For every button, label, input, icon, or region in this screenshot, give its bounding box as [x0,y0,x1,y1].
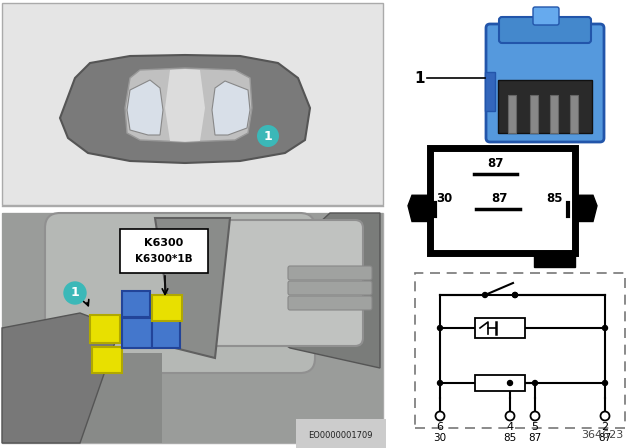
Polygon shape [155,218,230,358]
Circle shape [602,326,607,331]
Circle shape [438,326,442,331]
Text: 87: 87 [487,157,504,170]
Bar [122,291,150,317]
Circle shape [435,412,445,421]
Text: 364623: 364623 [580,430,623,440]
Text: 30: 30 [436,192,452,205]
Bar [2,353,162,443]
Text: 30: 30 [433,433,447,443]
Bar [475,318,525,338]
Bar [2,213,383,443]
Circle shape [257,125,279,147]
Bar [430,148,575,253]
Polygon shape [212,81,250,135]
Text: 85: 85 [547,192,563,205]
Text: 87: 87 [598,433,612,443]
Bar [120,229,208,273]
Polygon shape [408,195,430,221]
Bar [475,375,525,391]
Bar [395,5,635,153]
Text: K6300*1B: K6300*1B [135,254,193,264]
Text: 1: 1 [264,129,273,142]
Polygon shape [127,80,163,135]
Bar [122,318,152,348]
Text: 6: 6 [436,422,444,432]
Bar [152,295,182,321]
Polygon shape [60,55,310,163]
Bar [2,3,383,205]
Bar [415,273,625,428]
Text: 5: 5 [531,422,538,432]
Text: 85: 85 [504,433,516,443]
FancyBboxPatch shape [187,220,363,346]
Bar [498,80,592,133]
Bar [92,347,122,373]
Polygon shape [2,313,120,443]
Bar [508,95,516,133]
Bar [395,128,640,273]
Text: K6300: K6300 [145,238,184,248]
FancyBboxPatch shape [45,213,315,373]
Polygon shape [125,68,252,142]
FancyBboxPatch shape [288,281,372,295]
Text: 4: 4 [506,422,513,432]
Text: 87: 87 [492,192,508,205]
Circle shape [513,293,518,297]
Bar [90,315,120,343]
Circle shape [513,293,518,297]
Circle shape [531,412,540,421]
Circle shape [602,380,607,385]
FancyBboxPatch shape [533,7,559,25]
Circle shape [508,380,513,385]
Text: 2: 2 [602,422,609,432]
Bar [2,213,383,443]
Bar [152,320,180,348]
FancyBboxPatch shape [486,24,604,142]
Bar [550,95,558,133]
Circle shape [438,380,442,385]
Text: 1: 1 [70,287,79,300]
Circle shape [600,412,609,421]
Polygon shape [534,253,575,267]
Bar [570,95,578,133]
FancyBboxPatch shape [288,296,372,310]
Bar [395,263,640,443]
Text: 87: 87 [529,433,541,443]
Text: EO0000001709: EO0000001709 [308,431,373,440]
Circle shape [483,293,488,297]
Bar [485,72,495,111]
FancyBboxPatch shape [288,266,372,280]
Text: 1: 1 [415,70,425,86]
Polygon shape [575,195,597,221]
Polygon shape [165,69,205,142]
Circle shape [64,282,86,304]
Polygon shape [260,213,380,368]
FancyBboxPatch shape [499,17,591,43]
Circle shape [506,412,515,421]
Bar [530,95,538,133]
Circle shape [532,380,538,385]
